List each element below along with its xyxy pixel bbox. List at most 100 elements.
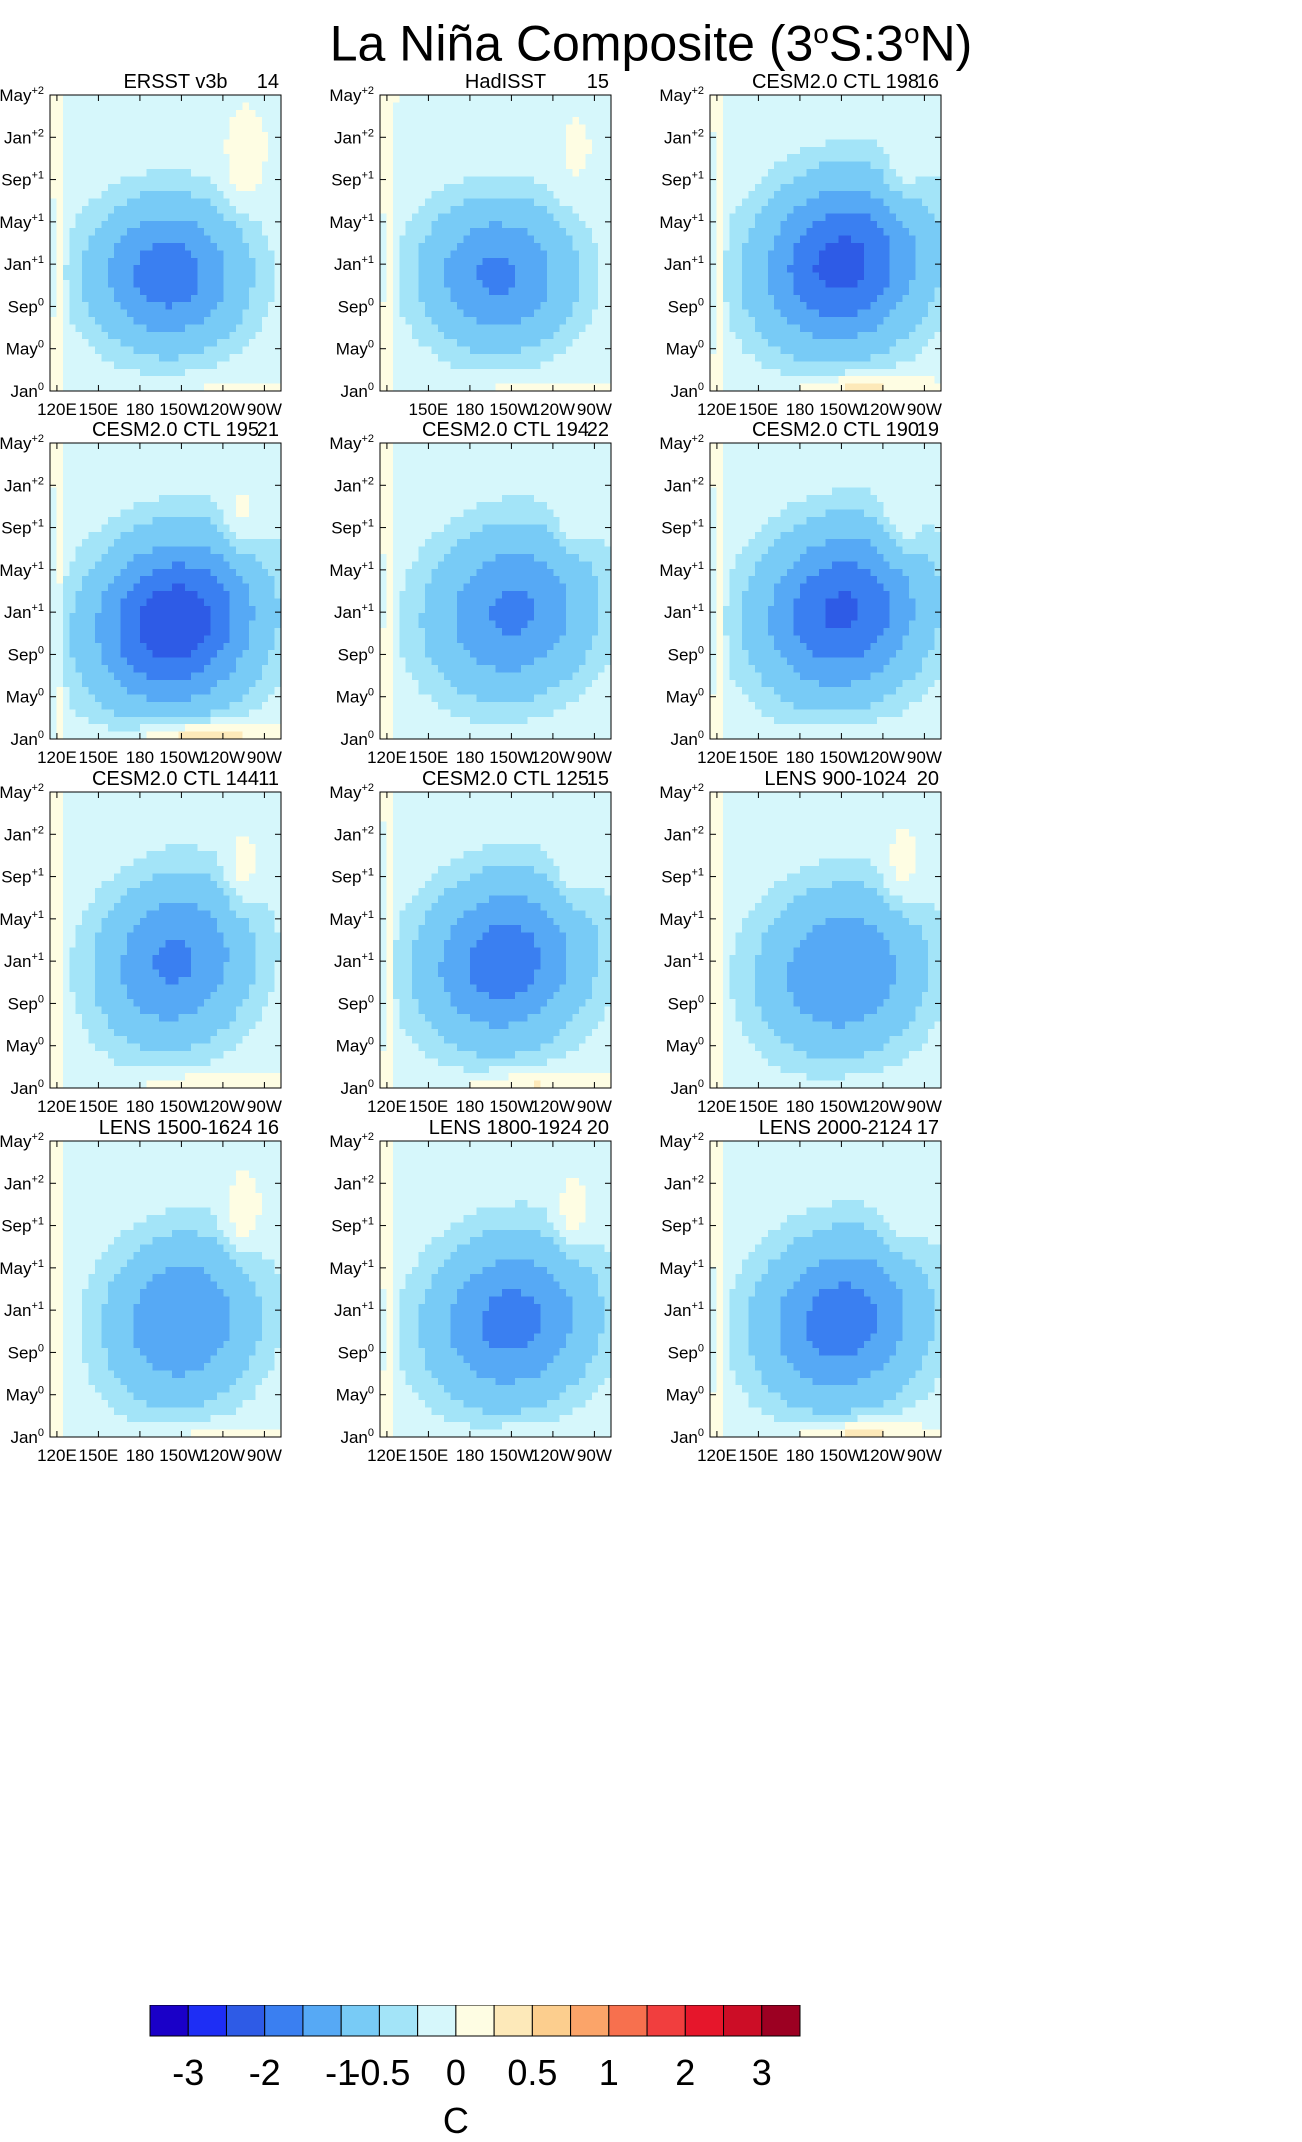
heatmap-cell	[495, 124, 503, 133]
heatmap-cell	[591, 228, 599, 237]
heatmap-cell	[819, 376, 827, 385]
heatmap-cell	[572, 95, 580, 103]
heatmap-cell	[94, 228, 102, 237]
heatmap-cell	[540, 139, 548, 148]
heatmap-cell	[902, 213, 910, 222]
heatmap-cell	[424, 346, 432, 355]
heatmap-cell	[107, 383, 115, 392]
heatmap-cell	[799, 294, 807, 303]
heatmap-cell	[774, 376, 782, 385]
heatmap-cell	[902, 368, 910, 377]
heatmap-cell	[178, 309, 186, 318]
heatmap-cell	[527, 191, 535, 200]
heatmap-cell	[463, 302, 471, 311]
heatmap-cell	[127, 102, 135, 111]
heatmap-cell	[197, 309, 205, 318]
heatmap-cell	[255, 443, 263, 451]
heatmap-cell	[742, 198, 750, 207]
heatmap-cell	[62, 139, 70, 148]
heatmap-cell	[437, 257, 445, 266]
heatmap-cell	[710, 368, 718, 377]
heatmap-cell	[236, 494, 244, 503]
heatmap-cell	[469, 280, 477, 288]
heatmap-cell	[405, 383, 413, 392]
heatmap-cell	[780, 376, 788, 385]
heatmap-cell	[870, 220, 878, 229]
heatmap-cell	[159, 339, 167, 348]
heatmap-cell	[761, 376, 769, 385]
heatmap-cell	[229, 220, 237, 229]
heatmap-cell	[114, 494, 122, 503]
heatmap-cell	[261, 183, 269, 192]
heatmap-cell	[806, 109, 814, 118]
heatmap-cell	[553, 331, 561, 340]
heatmap-cell	[527, 235, 535, 244]
heatmap-cell	[424, 235, 432, 244]
heatmap-cell	[197, 524, 205, 533]
heatmap-cell	[444, 272, 452, 281]
heatmap-cell	[197, 354, 205, 362]
heatmap-cell	[604, 169, 612, 177]
heatmap-cell	[748, 198, 756, 207]
heatmap-cell	[248, 154, 256, 163]
heatmap-cell	[495, 176, 503, 185]
heatmap-cell	[774, 124, 782, 133]
heatmap-cell	[165, 124, 173, 133]
heatmap-cell	[598, 257, 606, 266]
heatmap-cell	[424, 206, 432, 214]
heatmap-cell	[197, 465, 205, 474]
heatmap-cell	[69, 213, 77, 222]
heatmap-cell	[883, 317, 891, 325]
heatmap-cell	[114, 183, 122, 192]
heatmap-cell	[242, 95, 250, 103]
heatmap-cell	[604, 354, 612, 362]
heatmap-cell	[204, 146, 212, 155]
heatmap-cell	[748, 146, 756, 155]
heatmap-cell	[216, 443, 224, 451]
heatmap-cell	[716, 191, 724, 200]
heatmap-cell	[197, 139, 205, 148]
heatmap-cell	[171, 339, 179, 348]
heatmap-cell	[204, 494, 212, 503]
heatmap-cell	[450, 154, 458, 163]
heatmap-cell	[508, 346, 516, 355]
heatmap-cell	[780, 220, 788, 229]
heatmap-cell	[934, 176, 942, 185]
heatmap-cell	[806, 169, 814, 177]
heatmap-cell	[75, 531, 83, 540]
heatmap-cell	[139, 302, 147, 311]
heatmap-cell	[114, 176, 122, 185]
heatmap-cell	[94, 139, 102, 148]
heatmap-cell	[585, 287, 593, 296]
heatmap-cell	[236, 465, 244, 474]
heatmap-cell	[754, 154, 762, 163]
heatmap-cell	[915, 272, 923, 281]
heatmap-cell	[825, 176, 833, 185]
heatmap-cell	[69, 117, 77, 126]
heatmap-cell	[392, 198, 400, 207]
heatmap-cell	[178, 524, 186, 533]
heatmap-cell	[399, 228, 407, 237]
heatmap-cell	[521, 368, 529, 377]
heatmap-cell	[50, 95, 58, 103]
heatmap-cell	[870, 383, 878, 392]
heatmap-cell	[133, 465, 141, 474]
heatmap-cell	[184, 146, 192, 155]
heatmap-cell	[94, 539, 102, 548]
heatmap-cell	[171, 124, 179, 133]
heatmap-cell	[127, 176, 135, 185]
heatmap-cell	[598, 183, 606, 192]
heatmap-cell	[876, 213, 884, 222]
heatmap-cell	[578, 376, 586, 385]
heatmap-cell	[902, 228, 910, 237]
heatmap-cell	[501, 294, 509, 303]
heatmap-cell	[152, 235, 160, 244]
heatmap-cell	[261, 539, 269, 548]
heatmap-cell	[437, 354, 445, 362]
heatmap-cell	[482, 146, 490, 155]
heatmap-cell	[851, 146, 859, 155]
heatmap-cell	[889, 154, 897, 163]
heatmap-cell	[915, 331, 923, 340]
heatmap-cell	[424, 368, 432, 377]
